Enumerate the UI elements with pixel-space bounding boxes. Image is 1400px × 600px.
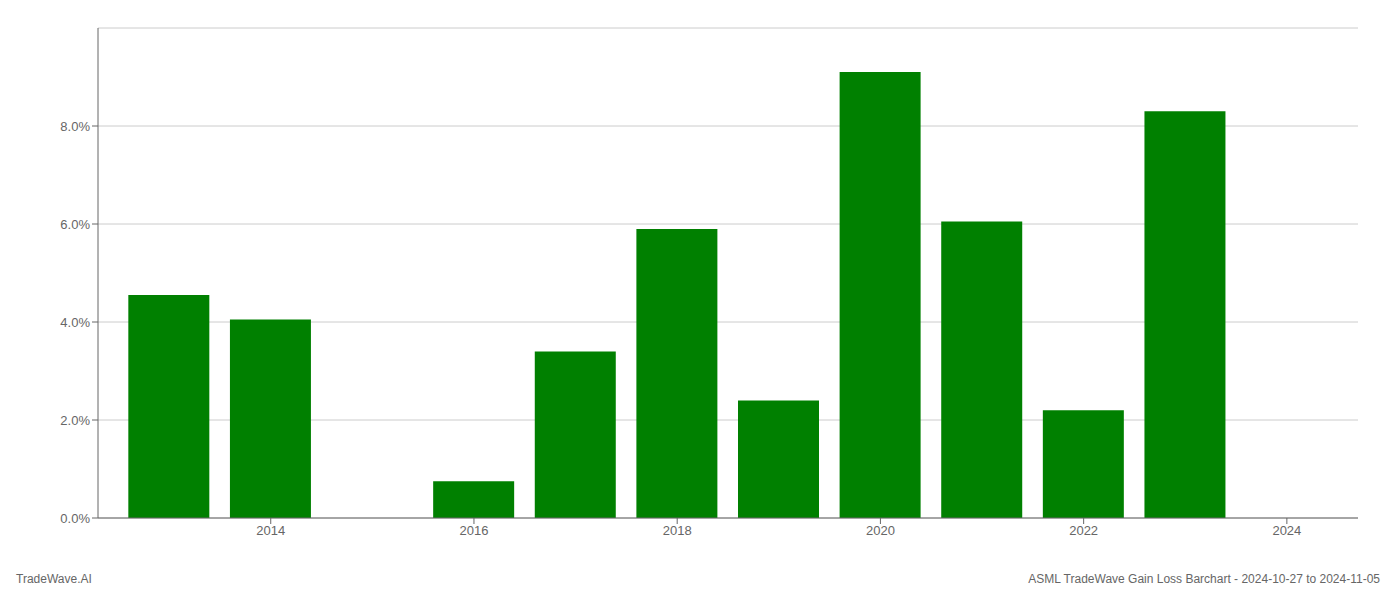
svg-text:6.0%: 6.0% xyxy=(60,217,90,232)
svg-text:0.0%: 0.0% xyxy=(60,511,90,526)
html-text:ASML TradeWave Gain Loss Barch: ASML TradeWave Gain Loss Barchart - 2024… xyxy=(1028,572,1380,586)
svg-text:2016: 2016 xyxy=(460,523,489,538)
svg-text:2.0%: 2.0% xyxy=(60,413,90,428)
html-text:TradeWave.AI: TradeWave.AI xyxy=(16,572,92,586)
svg-text:8.0%: 8.0% xyxy=(60,119,90,134)
svg-text:4.0%: 4.0% xyxy=(60,315,90,330)
svg-text:2022: 2022 xyxy=(1069,523,1098,538)
svg-text:2020: 2020 xyxy=(866,523,895,538)
svg-text:2014: 2014 xyxy=(256,523,285,538)
svg-text:2018: 2018 xyxy=(663,523,692,538)
svg-text:2024: 2024 xyxy=(1272,523,1301,538)
